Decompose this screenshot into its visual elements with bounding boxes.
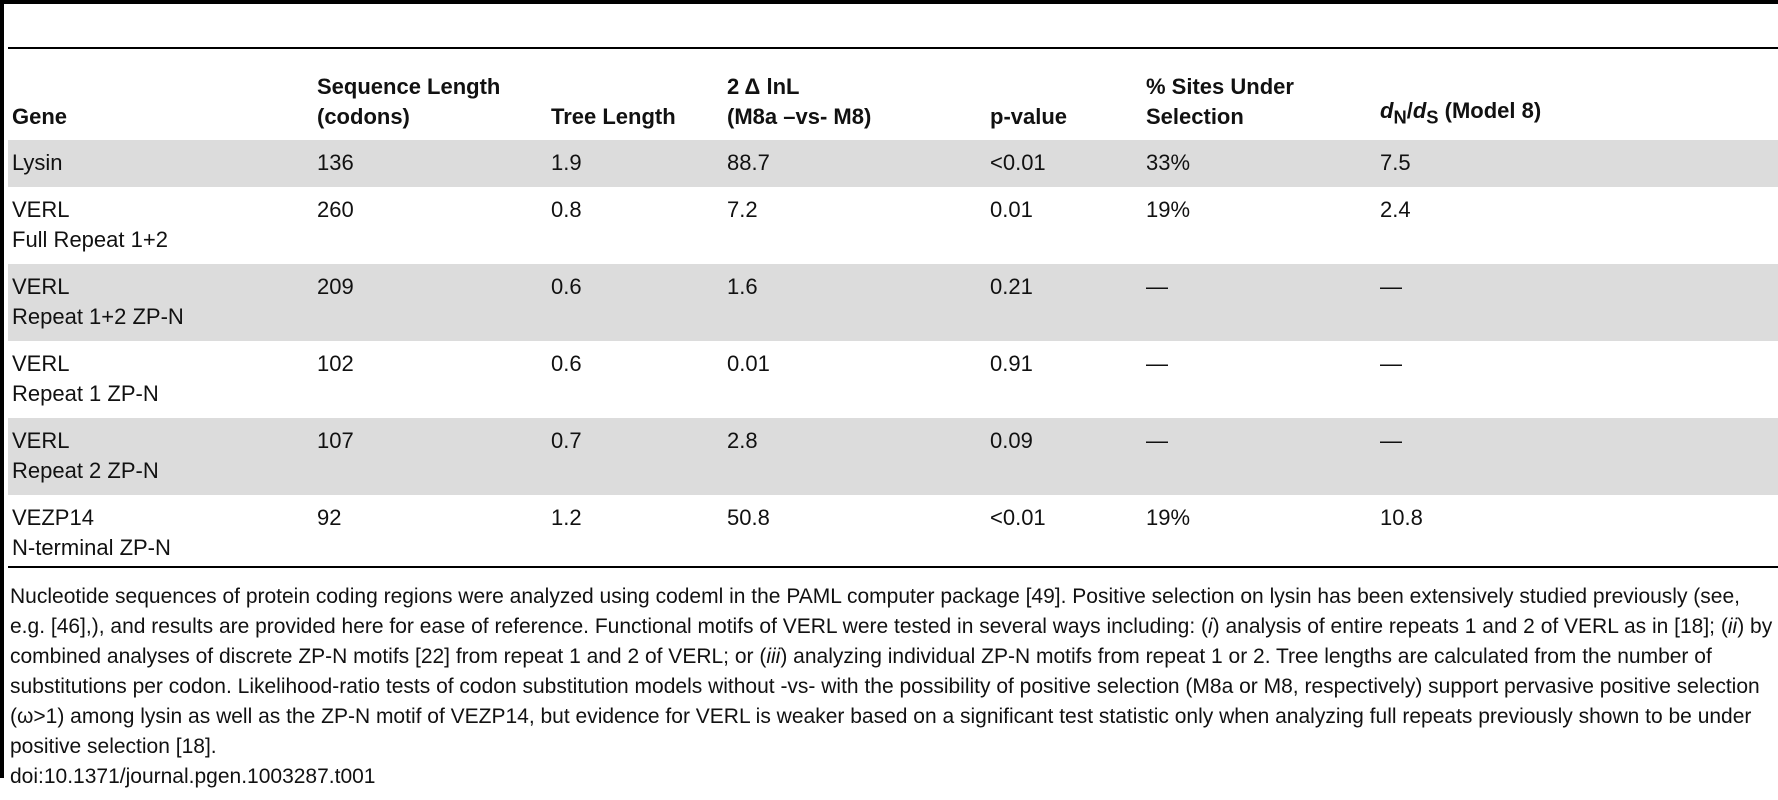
cell-sequence-length: 260: [317, 197, 354, 222]
cell-tree-length: 1.9: [547, 140, 723, 187]
col-header-tree-length: Tree Length: [551, 104, 676, 129]
doi-reference: doi:10.1371/journal.pgen.1003287.t001: [10, 765, 376, 788]
cell-sequence-length: 92: [317, 505, 342, 530]
table-bottom-rule: [8, 566, 1778, 568]
cell-sequence-length: 209: [313, 264, 547, 341]
table-row: VERL Full Repeat 1+2 260 0.8 7.2 0.01 19%…: [8, 187, 1778, 264]
cell-gene: VERL Repeat 1 ZP-N: [12, 351, 159, 406]
cell-p-value: 0.09: [986, 418, 1142, 495]
cell-dn-ds: —: [1376, 264, 1778, 341]
cell-gene: VEZP14 N-terminal ZP-N: [12, 505, 171, 560]
col-header-p-value: p-value: [990, 104, 1068, 129]
cell-p-value: 0.91: [990, 351, 1033, 376]
col-header-sequence-length: Sequence Length (codons): [317, 74, 501, 129]
cell-sites: —: [1146, 351, 1168, 376]
cell-tree-length: 0.6: [551, 351, 582, 376]
cell-delta-lnl: 88.7: [723, 140, 986, 187]
col-header-delta-lnl: 2 Δ lnL (M8a –vs- M8): [727, 74, 872, 129]
cell-sites: 33%: [1142, 140, 1376, 187]
cell-tree-length: 1.2: [551, 505, 582, 530]
table-footnote: Nucleotide sequences of protein coding r…: [10, 585, 1773, 758]
cell-tree-length: 0.8: [551, 197, 582, 222]
col-header-dn-ds: dN/dS (Model 8): [1380, 97, 1542, 127]
cell-sequence-length: 136: [313, 140, 547, 187]
col-header-gene: Gene: [12, 104, 68, 129]
cell-sites: —: [1142, 418, 1376, 495]
top-border-rule: [0, 0, 1778, 4]
cell-delta-lnl: 0.01: [727, 351, 770, 376]
cell-gene: Lysin: [8, 140, 313, 187]
cell-sites: 19%: [1146, 197, 1191, 222]
table-row: VERL Repeat 2 ZP-N 107 0.7 2.8 0.09 — —: [8, 418, 1778, 495]
header-row: Gene Sequence Length (codons) Tree Lengt…: [8, 60, 1778, 140]
cell-gene: VERL Repeat 2 ZP-N: [8, 418, 313, 495]
cell-delta-lnl: 1.6: [723, 264, 986, 341]
cell-p-value: 0.01: [990, 197, 1033, 222]
cell-dn-ds: 10.8: [1380, 505, 1423, 530]
cell-gene: VERL Repeat 1+2 ZP-N: [8, 264, 313, 341]
table-row: Lysin 136 1.9 88.7 <0.01 33% 7.5: [8, 140, 1778, 187]
cell-p-value: 0.21: [986, 264, 1142, 341]
cell-tree-length: 0.7: [547, 418, 723, 495]
header-top-rule: [8, 47, 1778, 49]
col-header-sites-under-selection: % Sites Under Selection: [1146, 74, 1294, 129]
cell-dn-ds: —: [1380, 351, 1402, 376]
cell-sites: —: [1142, 264, 1376, 341]
cell-sequence-length: 102: [317, 351, 354, 376]
cell-tree-length: 0.6: [547, 264, 723, 341]
left-border-rule: [0, 0, 4, 778]
cell-dn-ds: 2.4: [1380, 197, 1411, 222]
cell-p-value: <0.01: [990, 505, 1046, 530]
cell-delta-lnl: 50.8: [727, 505, 770, 530]
results-table: Gene Sequence Length (codons) Tree Lengt…: [8, 60, 1778, 572]
cell-dn-ds: 7.5: [1376, 140, 1778, 187]
cell-delta-lnl: 7.2: [727, 197, 758, 222]
table-row: VERL Repeat 1+2 ZP-N 209 0.6 1.6 0.21 — —: [8, 264, 1778, 341]
table-row: VERL Repeat 1 ZP-N 102 0.6 0.01 0.91 — —: [8, 341, 1778, 418]
cell-sites: 19%: [1146, 505, 1191, 530]
cell-p-value: <0.01: [986, 140, 1142, 187]
cell-dn-ds: —: [1376, 418, 1778, 495]
cell-delta-lnl: 2.8: [723, 418, 986, 495]
cell-sequence-length: 107: [313, 418, 547, 495]
table-row: VEZP14 N-terminal ZP-N 92 1.2 50.8 <0.01 …: [8, 495, 1778, 572]
cell-gene: VERL Full Repeat 1+2: [12, 197, 168, 252]
